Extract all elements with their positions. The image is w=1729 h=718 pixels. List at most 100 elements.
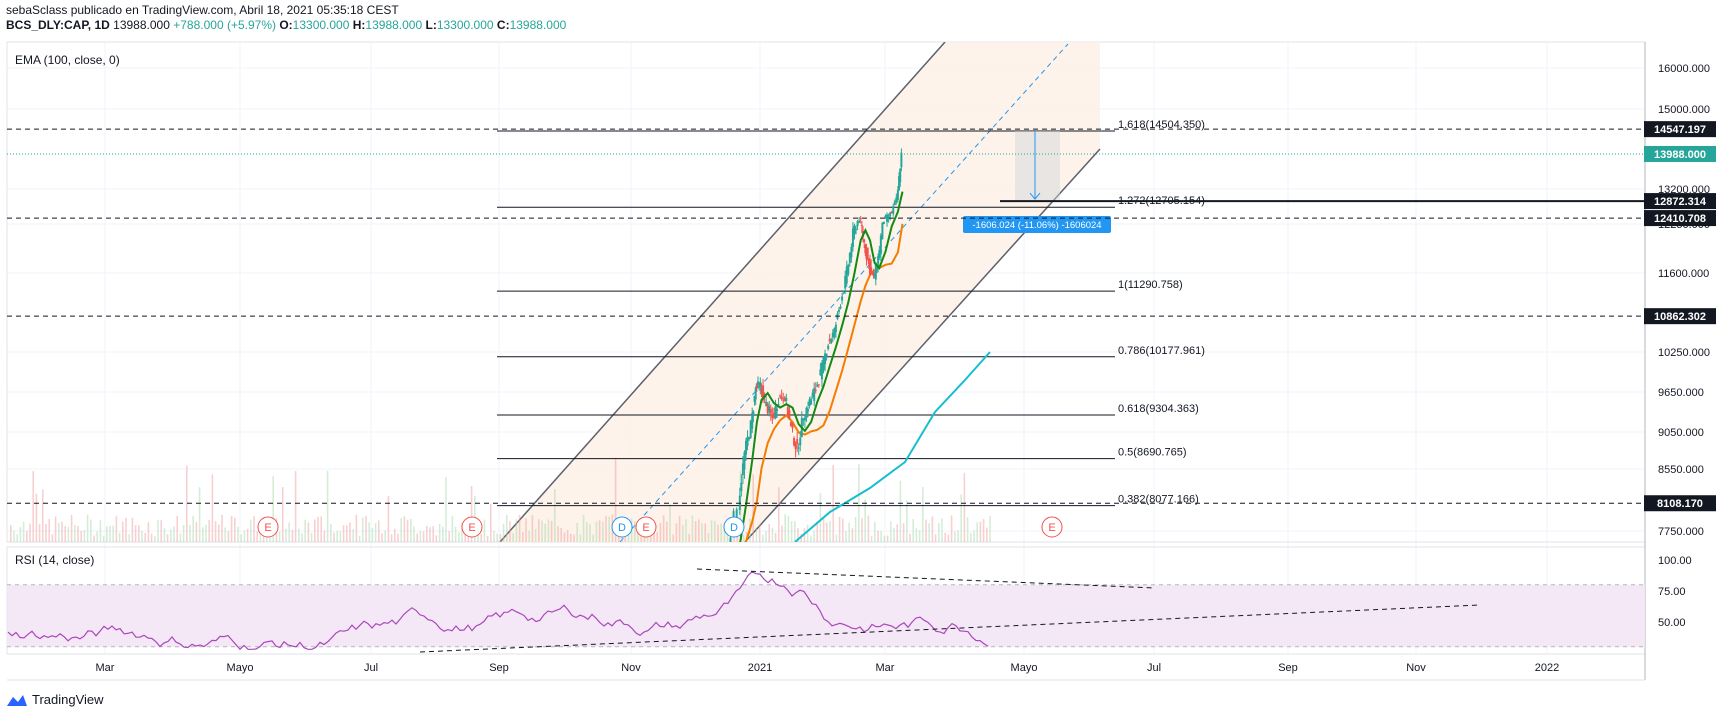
volume-bar [902,523,905,542]
volume-bar [816,521,818,542]
candle-body [789,422,792,427]
volume-bar [374,522,377,542]
volume-bar [694,521,697,542]
volume-bar [714,520,716,542]
open-label: O: [279,18,293,32]
rsi-indicator-label[interactable]: RSI (14, close) [15,553,95,567]
candle-body [740,482,743,492]
volume-bar [45,523,47,542]
volume-bar [781,525,783,542]
volume-bar [506,515,508,542]
volume-bar [51,534,54,542]
volume-bar [880,531,882,542]
candle-body [805,407,808,418]
candle-body [788,410,791,420]
volume-bar [358,535,361,542]
volume-bar [464,533,466,542]
candle-body [749,420,752,438]
volume-bar [806,524,809,542]
volume-bar [384,530,386,542]
volume-bar [784,514,786,542]
volume-bar [685,519,687,542]
volume-bar [941,518,943,542]
volume-bar [797,528,799,542]
volume-bar [979,521,982,542]
volume-bar [442,526,444,542]
candle-body [811,392,814,397]
price-tick-label: 10250.000 [1658,347,1710,359]
candle-body [855,229,858,231]
candle-body [827,345,830,349]
volume-bar [38,523,41,542]
volume-bar [928,523,930,542]
high-value: 13988.000 [365,18,423,32]
volume-bar [899,480,902,542]
volume-bar [83,530,86,542]
price-tick-label: 9050.000 [1658,427,1704,439]
tradingview-logo[interactable]: TradingView [6,692,104,707]
volume-bar [310,532,313,542]
candle-body [793,438,796,446]
volume-bar [218,524,220,542]
candle-body [899,168,902,183]
volume-bar [554,489,556,542]
volume-bar [954,531,956,542]
volume-bar [246,528,249,542]
volume-bar [339,531,342,542]
volume-bar [854,516,857,542]
volume-bar [163,528,166,542]
rsi-tick-label: 100.00 [1658,555,1692,567]
volume-bar [522,532,524,542]
time-tick-label: 2022 [1535,662,1559,674]
ema-indicator-label[interactable]: EMA (100, close, 0) [15,53,120,67]
volume-bar [493,531,495,542]
volume-bar [682,524,684,542]
time-tick-label: Jul [1147,662,1161,674]
volume-bar [70,514,73,542]
volume-bar [893,527,895,542]
close-value: 13988.000 [509,18,567,32]
volume-bar [861,518,863,542]
candle-body [755,383,758,389]
candle-body [758,382,761,385]
volume-bar [774,532,777,542]
volume-bar [90,519,92,542]
volume-bar [301,533,303,542]
volume-bar [842,518,844,542]
volume-bar [230,516,233,542]
publisher-line: sebaSclass publicado en TradingView.com,… [6,3,399,17]
volume-bar [400,518,402,542]
candle-body [813,387,816,402]
price-tick-label: 15000.000 [1658,104,1710,116]
candle-body [786,407,789,416]
volume-bar [634,521,636,542]
candle-body [794,443,797,450]
volume-bar [298,528,300,542]
volume-bar [307,522,310,542]
volume-bar [352,529,354,542]
volume-bar [288,522,290,542]
volume-bar [499,533,502,542]
price-label: 10862.302 [1654,311,1706,323]
candle-body [799,437,802,446]
volume-bar [950,515,953,542]
candle-body [814,389,817,391]
candle-body [851,228,854,248]
candle-body [841,296,844,301]
time-axis: Mar Mayo Jul Sep Nov 2021 Mar Mayo Jul Sep Nov 2022 [96,662,1560,674]
volume-bar [947,534,950,542]
volume-bar [346,525,348,542]
volume-bar [198,487,201,542]
time-tick-label: 2021 [748,662,772,674]
price-label-box [1644,121,1716,138]
volume-bar [365,515,367,542]
time-tick-label: Mar [876,662,895,674]
volume-bar [77,526,79,542]
volume-bar [934,534,937,542]
volume-bar [426,526,428,542]
last-price: 13988.000 [113,18,170,32]
candle-body [893,201,896,205]
volume-bar [192,515,194,542]
